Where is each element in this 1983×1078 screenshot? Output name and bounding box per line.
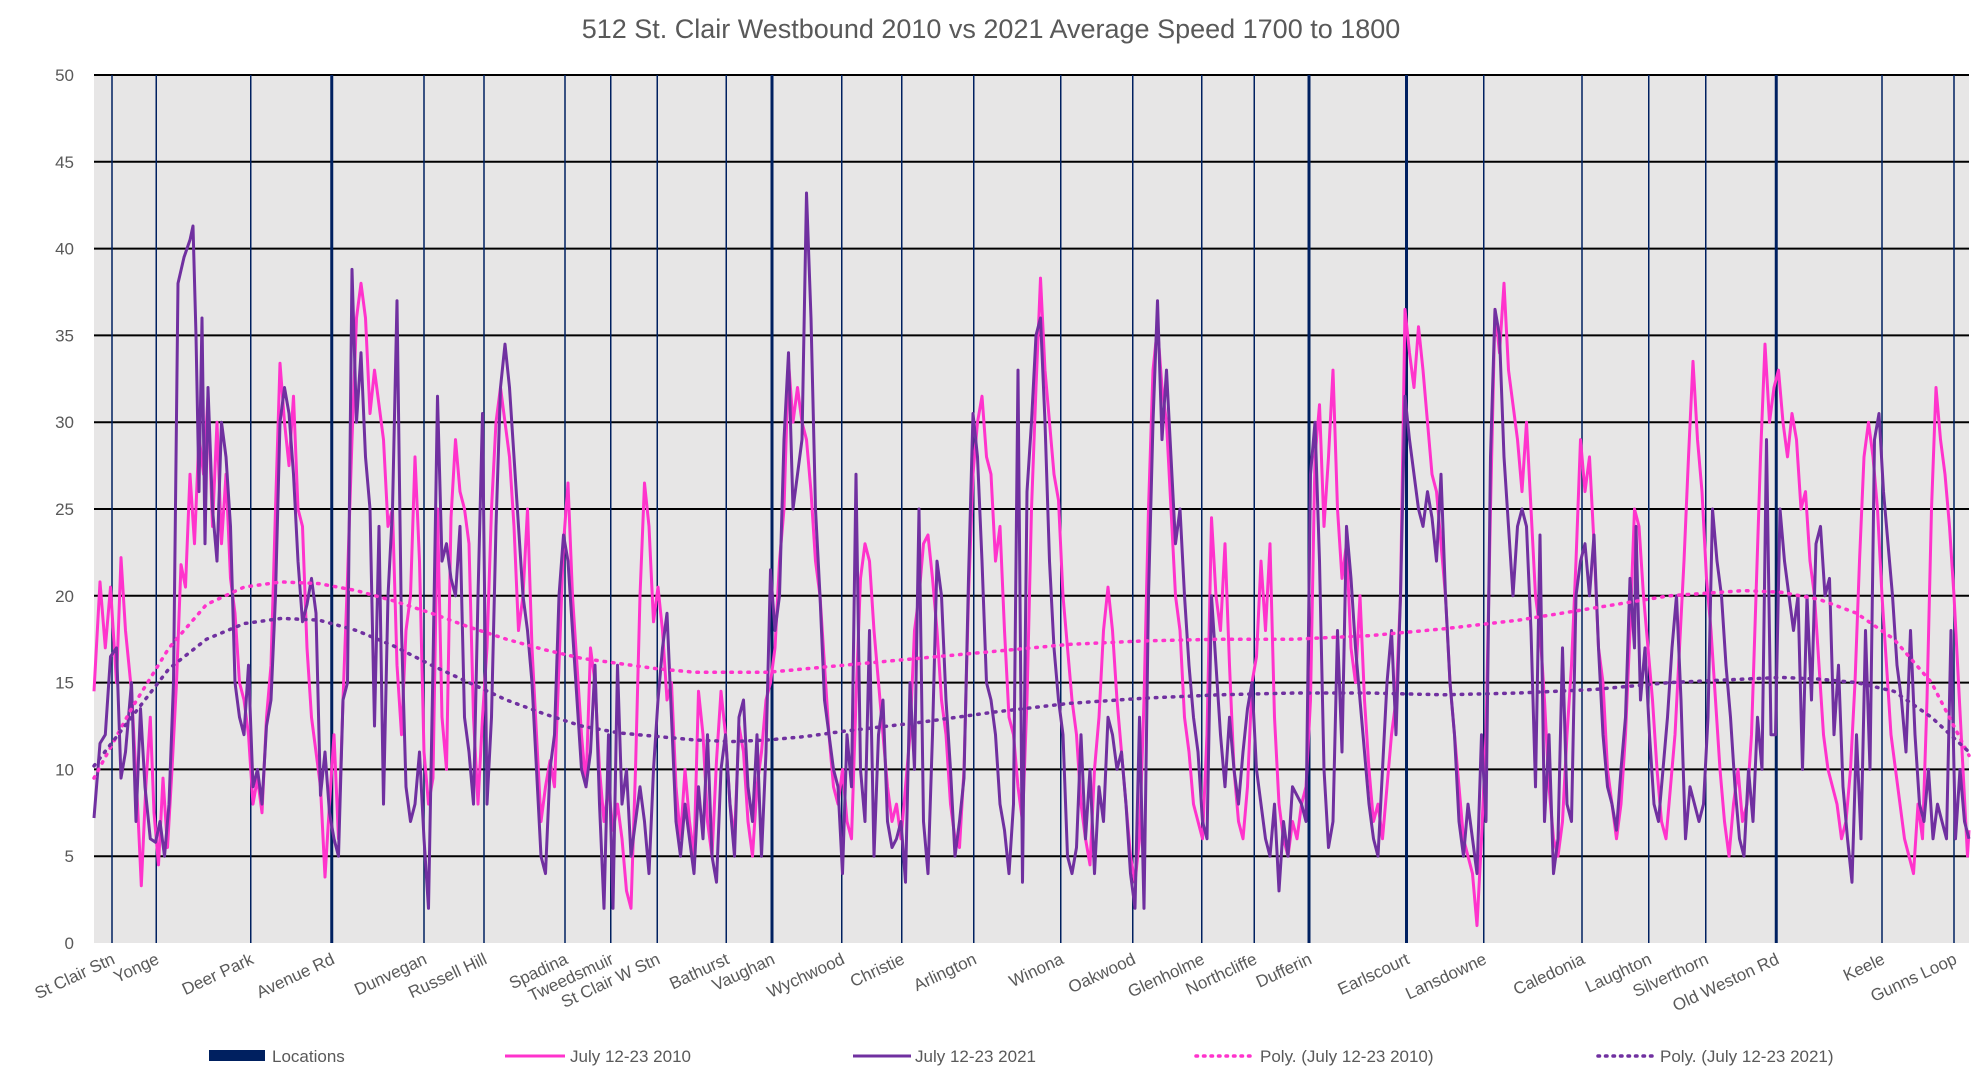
x-tick-label: St Clair Stn [32, 949, 118, 1003]
legend-swatch-locations [209, 1050, 265, 1061]
y-tick-label: 35 [55, 326, 74, 345]
series-line-3 [92, 616, 1971, 768]
legend-item-locations[interactable]: Locations [209, 1047, 345, 1066]
legend-item-poly-2021[interactable]: Poly. (July 12-23 2021) [1596, 1047, 1834, 1066]
y-tick-label: 5 [65, 847, 74, 866]
legend-item-poly-2010[interactable]: Poly. (July 12-23 2010) [1194, 1047, 1434, 1066]
x-tick-label: Winona [1006, 949, 1067, 991]
x-tick-label: Caledonia [1510, 949, 1588, 999]
legend-label: Locations [272, 1047, 345, 1066]
x-tick-label: Avenue Rd [253, 949, 337, 1002]
series-line-1 [92, 191, 1971, 910]
series-line-2 [92, 580, 1971, 780]
y-tick-label: 15 [55, 674, 74, 693]
legend-label: July 12-23 2021 [915, 1047, 1036, 1066]
y-tick-label: 20 [55, 587, 74, 606]
x-tick-label: Arlington [911, 949, 980, 995]
x-tick-label: Keele [1840, 949, 1887, 985]
y-tick-label: 10 [55, 760, 74, 779]
y-tick-label: 45 [55, 153, 74, 172]
legend-label: Poly. (July 12-23 2010) [1260, 1047, 1434, 1066]
location-lines [111, 75, 1955, 943]
legend-label: July 12-23 2010 [570, 1047, 691, 1066]
y-tick-label: 40 [55, 240, 74, 259]
x-tick-label: Christie [847, 949, 907, 991]
legend-label: Poly. (July 12-23 2021) [1660, 1047, 1834, 1066]
legend: Locations July 12-23 2010 July 12-23 202… [209, 1047, 1834, 1066]
x-tick-label: Earlscourt [1335, 949, 1413, 999]
x-tick-label: Dufferin [1253, 949, 1315, 991]
y-tick-label: 50 [55, 66, 74, 85]
x-tick-label: Lansdowne [1403, 949, 1490, 1003]
x-tick-label: Wychwood [764, 949, 847, 1001]
chart-title: 512 St. Clair Westbound 2010 vs 2021 Ave… [582, 14, 1401, 44]
legend-item-2021[interactable]: July 12-23 2021 [853, 1047, 1036, 1066]
y-axis-ticks: 0 5 10 15 20 25 30 35 40 45 50 [55, 66, 74, 953]
legend-item-2010[interactable]: July 12-23 2010 [505, 1047, 691, 1066]
x-tick-label: Deer Park [179, 949, 257, 999]
x-tick-label: Yonge [111, 949, 162, 986]
y-tick-label: 0 [65, 934, 74, 953]
y-tick-label: 25 [55, 500, 74, 519]
series-group [92, 191, 1971, 928]
y-tick-label: 30 [55, 413, 74, 432]
